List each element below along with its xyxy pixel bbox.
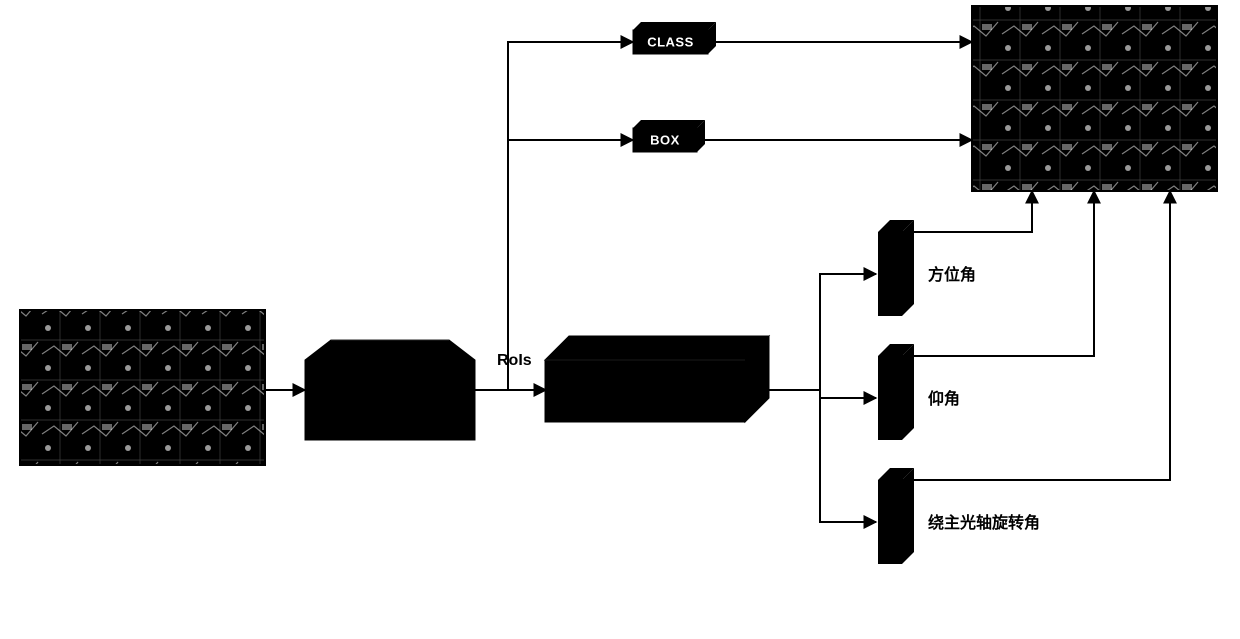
edge-9 (902, 191, 1032, 232)
edge-11 (902, 191, 1170, 480)
backbone-block (305, 340, 475, 440)
output-image (972, 6, 1217, 191)
bar-azimuth-label: 方位角 (928, 265, 976, 284)
bar-roll: 绕主光轴旋转角 (878, 468, 1040, 564)
rois-label: RoIs (497, 352, 532, 369)
class-box-label: CLASS (647, 35, 694, 50)
bar-roll-label: 绕主光轴旋转角 (928, 513, 1040, 532)
input-image (20, 310, 265, 465)
bar-elevation: 仰角 (878, 344, 960, 440)
bar-elevation-label: 仰角 (928, 389, 960, 408)
class-box: CLASS (633, 22, 716, 54)
edge-8 (745, 390, 876, 522)
box-box-label: BOX (650, 133, 680, 148)
bar-azimuth: 方位角 (878, 220, 976, 316)
box-box: BOX (633, 120, 705, 152)
pose-box (545, 336, 769, 422)
